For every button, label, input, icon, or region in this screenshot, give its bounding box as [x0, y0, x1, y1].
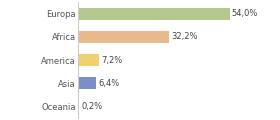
Text: 6,4%: 6,4% — [99, 78, 120, 88]
Text: 32,2%: 32,2% — [171, 32, 197, 41]
Text: 0,2%: 0,2% — [81, 102, 102, 111]
Bar — [78, 31, 169, 43]
Bar — [78, 100, 79, 112]
Text: 7,2%: 7,2% — [101, 55, 122, 65]
Bar — [78, 54, 99, 66]
Text: 54,0%: 54,0% — [232, 9, 258, 18]
Bar — [78, 77, 96, 89]
Bar — [78, 8, 230, 20]
